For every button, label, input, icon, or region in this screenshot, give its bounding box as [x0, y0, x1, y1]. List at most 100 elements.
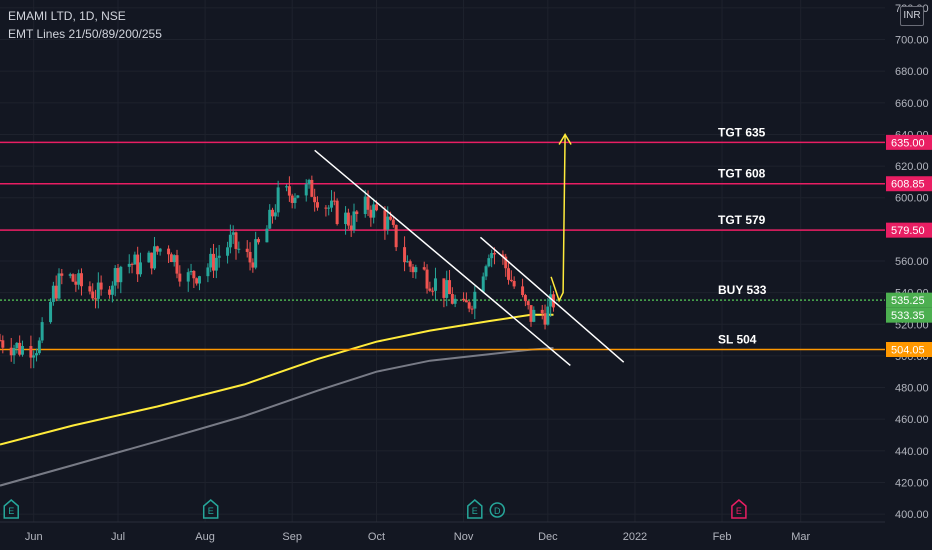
candle-body — [335, 200, 339, 225]
candle-body — [172, 255, 176, 263]
candle-body — [150, 252, 154, 269]
price-tick-label: 420.00 — [895, 477, 929, 489]
candle-body — [346, 212, 350, 226]
candle-body — [540, 309, 544, 314]
projection-arrow-line — [550, 134, 566, 303]
candle-body — [197, 276, 201, 284]
candle-body — [296, 195, 300, 198]
currency-button[interactable]: INR — [900, 6, 924, 26]
price-tag — [886, 176, 932, 192]
candle-body — [526, 301, 530, 306]
candle-body — [265, 228, 269, 243]
candle-body — [51, 285, 55, 302]
price-tick-label: 560.00 — [895, 256, 929, 268]
candle-body — [391, 219, 395, 225]
candle-body — [374, 204, 378, 211]
candle-body — [189, 270, 193, 273]
candle-body — [116, 268, 120, 283]
candle-body — [450, 294, 454, 304]
ema-line-1 — [0, 313, 554, 446]
trendline — [479, 236, 625, 363]
time-tick-label: Jul — [111, 531, 125, 543]
candle-body — [248, 251, 252, 263]
price-tag — [886, 292, 932, 308]
event-marker-label: E — [208, 506, 214, 516]
time-tick-label: Jun — [25, 531, 43, 543]
candle-body — [237, 248, 241, 250]
time-tick-label: Oct — [368, 531, 385, 543]
level-label: BUY 533 — [718, 283, 767, 297]
candle-body — [169, 254, 173, 263]
candle-body — [389, 216, 393, 220]
candle-body — [195, 278, 199, 284]
ema-line-2 — [0, 347, 554, 487]
candle-body — [462, 298, 466, 301]
candle-body — [445, 280, 449, 298]
candle-body — [484, 266, 488, 277]
dividend-marker — [489, 502, 506, 518]
price-tick-label: 400.00 — [895, 509, 929, 521]
candle-body — [363, 196, 367, 215]
candle-body — [428, 288, 432, 291]
candle-body — [79, 273, 83, 287]
candle-body — [49, 301, 53, 323]
candle-body — [307, 179, 311, 185]
candle-body — [234, 232, 238, 249]
price-tag-label: 579.50 — [891, 225, 925, 237]
price-tag — [886, 222, 932, 238]
candle-body — [448, 280, 452, 295]
candle-body — [490, 253, 494, 259]
candle-body — [276, 187, 280, 213]
candle-body — [60, 273, 64, 276]
candle-body — [366, 196, 370, 210]
candle-body — [217, 255, 221, 258]
candle-body — [330, 200, 334, 208]
time-tick-label: Feb — [713, 531, 732, 543]
candle-body — [504, 256, 508, 269]
candle-body — [425, 269, 429, 289]
price-tick-label: 620.00 — [895, 161, 929, 173]
candle-body — [481, 276, 485, 292]
candle-body — [127, 263, 131, 267]
candle-body — [355, 211, 359, 215]
price-tag — [886, 307, 932, 323]
candle-body — [405, 261, 409, 263]
candle-body — [543, 313, 547, 325]
candle-body — [94, 298, 98, 300]
event-marker-label: E — [8, 506, 14, 516]
time-tick-label: Sep — [282, 531, 302, 543]
candle-body — [108, 289, 112, 295]
candle-body — [327, 207, 331, 209]
candle-body — [349, 225, 353, 231]
candle-body — [315, 202, 319, 208]
candle-body — [133, 254, 137, 265]
candle-body — [256, 239, 260, 243]
candle-body — [178, 273, 182, 282]
candle-body — [231, 232, 235, 235]
candle-body — [32, 355, 36, 358]
indicator-label: EMT Lines 21/50/89/200/255 — [8, 27, 162, 41]
candle-body — [71, 274, 75, 282]
candle-body — [414, 267, 418, 273]
candle-body — [529, 305, 533, 322]
candle-body — [442, 278, 446, 298]
candle-body — [310, 179, 314, 197]
candle-body — [0, 340, 2, 342]
candle-body — [433, 278, 437, 291]
candle-body — [271, 209, 275, 217]
candle-body — [228, 234, 232, 248]
price-tag-label: 635.00 — [891, 137, 925, 149]
price-tick-label: 600.00 — [895, 193, 929, 205]
price-tick-label: 660.00 — [895, 98, 929, 110]
candle-body — [268, 209, 272, 229]
candle-body — [119, 266, 123, 283]
candle-body — [467, 302, 471, 309]
candle-body — [403, 247, 407, 263]
candle-body — [9, 347, 13, 356]
time-tick-label: Mar — [791, 531, 810, 543]
candle-body — [175, 255, 179, 274]
projection-arrow-head — [558, 132, 572, 145]
